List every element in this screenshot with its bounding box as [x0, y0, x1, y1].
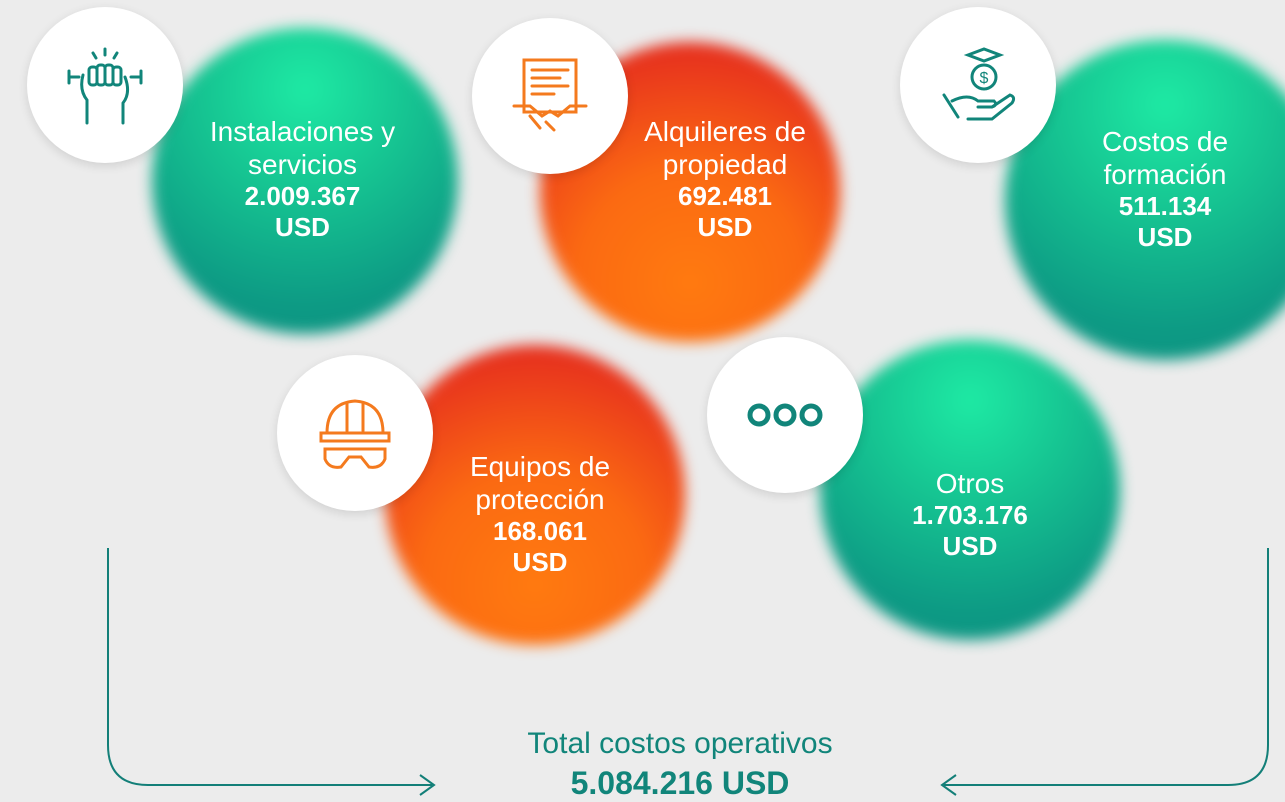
- item-label: Equipos de protección: [469, 451, 611, 515]
- item-value: 511.134 USD: [1118, 191, 1212, 252]
- icon-contract: [472, 18, 628, 174]
- svg-text:$: $: [980, 70, 989, 87]
- right-arrow: [940, 774, 957, 796]
- icon-more: [707, 337, 863, 493]
- icon-tools: [27, 7, 183, 163]
- item: Instalaciones y servicios 2.009.367 USD: [195, 115, 410, 243]
- item: Otros 1.703.176 USD: [870, 467, 1070, 562]
- bubble: [385, 345, 685, 645]
- bubble: [820, 340, 1120, 640]
- right-bracket: [944, 548, 1269, 786]
- item-label: Instalaciones y servicios: [209, 116, 396, 180]
- item-value: 2.009.367 USD: [244, 181, 361, 242]
- left-arrow: [419, 774, 436, 796]
- left-bracket: [107, 548, 432, 786]
- item-label: Alquileres de propiedad: [644, 116, 806, 180]
- bubble: [152, 28, 458, 334]
- item-label: Otros: [935, 468, 1005, 499]
- item-label: Costos de formación: [1101, 126, 1229, 190]
- total-value: 5.084.216 USD: [570, 765, 790, 801]
- item-value: 1.703.176 USD: [912, 500, 1028, 561]
- item: Alquileres de propiedad 692.481 USD: [620, 115, 830, 243]
- icon-helmet: [277, 355, 433, 511]
- total-label: Total costos operativos: [527, 727, 833, 760]
- icon-training: $: [900, 7, 1056, 163]
- item-value: 692.481 USD: [678, 181, 772, 242]
- item-value: 168.061 USD: [493, 516, 587, 577]
- item: Costos de formación 511.134 USD: [1070, 125, 1260, 253]
- item: Equipos de protección 168.061 USD: [440, 450, 640, 578]
